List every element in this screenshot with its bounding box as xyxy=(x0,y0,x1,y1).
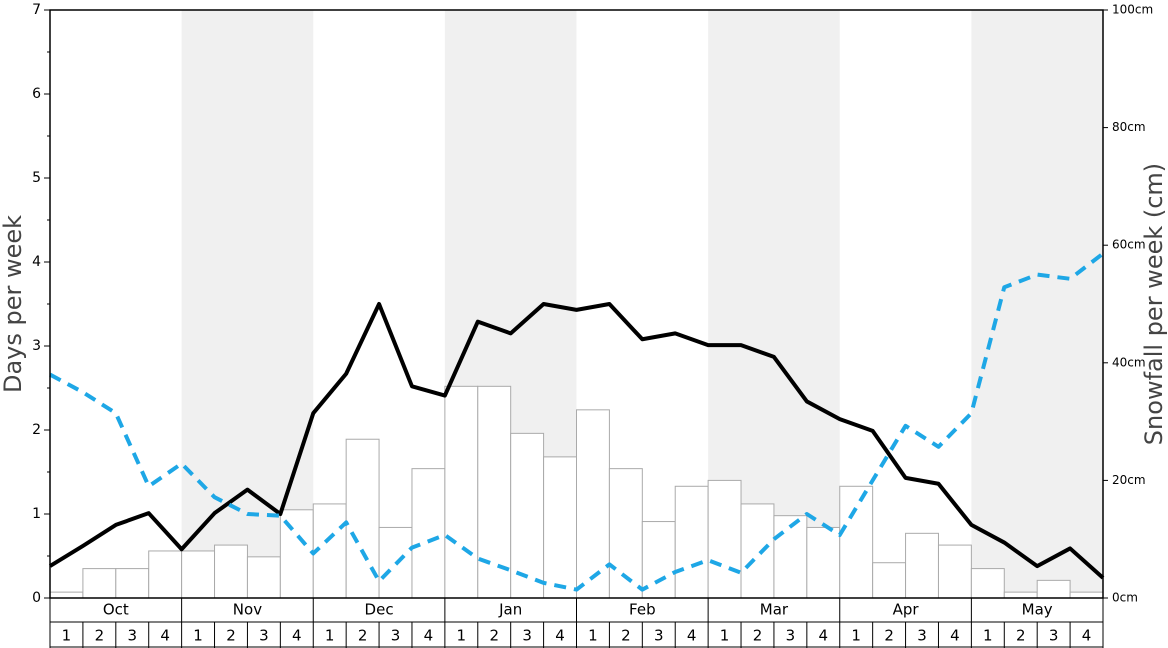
y2-tick-label: 0cm xyxy=(1112,591,1138,605)
month-label: Jan xyxy=(498,601,522,619)
bar xyxy=(1069,591,1104,599)
bar xyxy=(839,485,874,599)
week-label: 3 xyxy=(917,627,927,645)
week-label: 1 xyxy=(325,627,335,645)
bar xyxy=(49,591,84,599)
bar xyxy=(214,544,248,599)
month-label: Oct xyxy=(103,601,129,619)
month-shade xyxy=(181,10,314,598)
bar xyxy=(1036,579,1071,599)
bar xyxy=(1003,591,1038,599)
week-label: 1 xyxy=(588,627,598,645)
bar xyxy=(148,550,183,599)
bar xyxy=(477,385,512,599)
bar xyxy=(543,456,577,599)
line xyxy=(49,252,1105,592)
week-label: 1 xyxy=(720,627,730,645)
week-label: 3 xyxy=(654,627,664,645)
week-label: 4 xyxy=(687,627,697,645)
y2-tick-label: 80cm xyxy=(1112,120,1146,134)
week-label: 3 xyxy=(786,627,796,645)
week-label: 1 xyxy=(851,627,861,645)
week-label: 1 xyxy=(983,627,993,645)
y-tick-label: 2 xyxy=(32,422,41,438)
bar xyxy=(773,515,808,599)
bar xyxy=(707,479,742,599)
y2-axis-label: Snowfall per week (cm) xyxy=(1140,163,1168,445)
bar xyxy=(806,526,841,599)
y2-tick-label: 60cm xyxy=(1112,238,1146,252)
y-tick-label: 1 xyxy=(32,506,41,522)
y-tick-label: 6 xyxy=(32,86,41,102)
y2-tick-label: 100cm xyxy=(1112,3,1153,17)
week-label: 4 xyxy=(819,627,829,645)
week-label: 4 xyxy=(160,627,170,645)
week-label: 4 xyxy=(424,627,434,645)
bar xyxy=(510,432,545,599)
week-label: 4 xyxy=(292,627,302,645)
bar xyxy=(970,568,1005,599)
y2-tick-label: 20cm xyxy=(1112,473,1146,487)
week-label: 2 xyxy=(358,627,368,645)
month-label: Feb xyxy=(629,601,656,619)
y-tick-label: 0 xyxy=(32,590,41,606)
y-tick-label: 5 xyxy=(32,170,41,186)
y-tick-label: 7 xyxy=(32,2,41,18)
week-label: 2 xyxy=(226,627,236,645)
bar xyxy=(740,503,775,599)
bar xyxy=(411,468,446,599)
bar xyxy=(246,556,281,599)
month-label: May xyxy=(1022,601,1053,619)
y2-tick-label: 40cm xyxy=(1112,355,1146,369)
week-label: 2 xyxy=(621,627,631,645)
week-label: 3 xyxy=(1049,627,1059,645)
bar xyxy=(937,544,972,599)
week-label: 2 xyxy=(753,627,763,645)
week-label: 1 xyxy=(457,627,467,645)
month-label: Mar xyxy=(760,601,789,619)
month-label: Nov xyxy=(233,601,262,619)
week-label: 3 xyxy=(259,627,269,645)
month-label: Apr xyxy=(893,601,920,619)
bar xyxy=(181,550,216,599)
bar xyxy=(444,385,479,599)
week-label: 4 xyxy=(950,627,960,645)
month-shade xyxy=(971,10,1103,598)
month-label: Dec xyxy=(365,601,394,619)
week-label: 2 xyxy=(489,627,499,645)
week-label: 3 xyxy=(127,627,137,645)
bar xyxy=(872,562,907,599)
week-label: 4 xyxy=(555,627,565,645)
week-label: 4 xyxy=(1082,627,1092,645)
week-label: 1 xyxy=(193,627,203,645)
week-label: 2 xyxy=(95,627,105,645)
bar xyxy=(576,409,610,599)
week-label: 2 xyxy=(884,627,894,645)
week-label: 3 xyxy=(522,627,532,645)
bar xyxy=(82,568,117,599)
week-label: 3 xyxy=(391,627,401,645)
bar xyxy=(641,521,676,599)
y-tick-label: 3 xyxy=(32,338,41,354)
week-label: 1 xyxy=(62,627,72,645)
bar xyxy=(905,532,939,599)
bar xyxy=(115,568,150,599)
line xyxy=(48,302,1105,580)
y-tick-label: 4 xyxy=(32,254,41,270)
y-axis-label: Days per week xyxy=(0,215,27,393)
bar xyxy=(674,485,709,599)
week-label: 2 xyxy=(1016,627,1026,645)
